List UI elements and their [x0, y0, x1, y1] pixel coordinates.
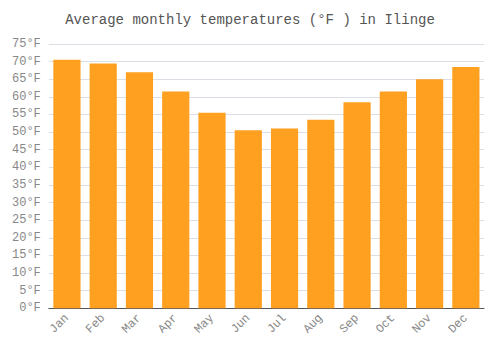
- svg-text:15°F: 15°F: [12, 248, 41, 262]
- svg-text:Sep: Sep: [337, 311, 362, 336]
- svg-text:Jul: Jul: [264, 311, 289, 336]
- svg-text:35°F: 35°F: [12, 178, 41, 192]
- svg-text:Average monthly temperatures (: Average monthly temperatures (°F ) in Il…: [65, 12, 435, 28]
- svg-text:55°F: 55°F: [12, 107, 41, 121]
- svg-text:Jun: Jun: [228, 311, 253, 336]
- svg-text:70°F: 70°F: [12, 55, 41, 69]
- svg-text:50°F: 50°F: [12, 125, 41, 139]
- svg-text:0°F: 0°F: [19, 301, 41, 315]
- svg-text:20°F: 20°F: [12, 231, 41, 245]
- svg-text:40°F: 40°F: [12, 160, 41, 174]
- svg-text:65°F: 65°F: [12, 72, 41, 86]
- svg-text:Dec: Dec: [446, 311, 471, 336]
- svg-text:Oct: Oct: [373, 311, 398, 336]
- svg-text:Apr: Apr: [156, 311, 181, 336]
- svg-text:60°F: 60°F: [12, 90, 41, 104]
- svg-text:30°F: 30°F: [12, 196, 41, 210]
- svg-text:5°F: 5°F: [19, 284, 41, 298]
- svg-text:Mar: Mar: [119, 311, 144, 336]
- svg-text:75°F: 75°F: [12, 37, 41, 51]
- svg-text:Jan: Jan: [47, 311, 72, 336]
- svg-text:25°F: 25°F: [12, 213, 41, 227]
- svg-text:10°F: 10°F: [12, 266, 41, 280]
- svg-text:Nov: Nov: [409, 311, 434, 336]
- svg-text:45°F: 45°F: [12, 143, 41, 157]
- svg-text:Feb: Feb: [83, 311, 108, 336]
- svg-text:May: May: [192, 311, 217, 336]
- svg-text:Aug: Aug: [301, 311, 326, 336]
